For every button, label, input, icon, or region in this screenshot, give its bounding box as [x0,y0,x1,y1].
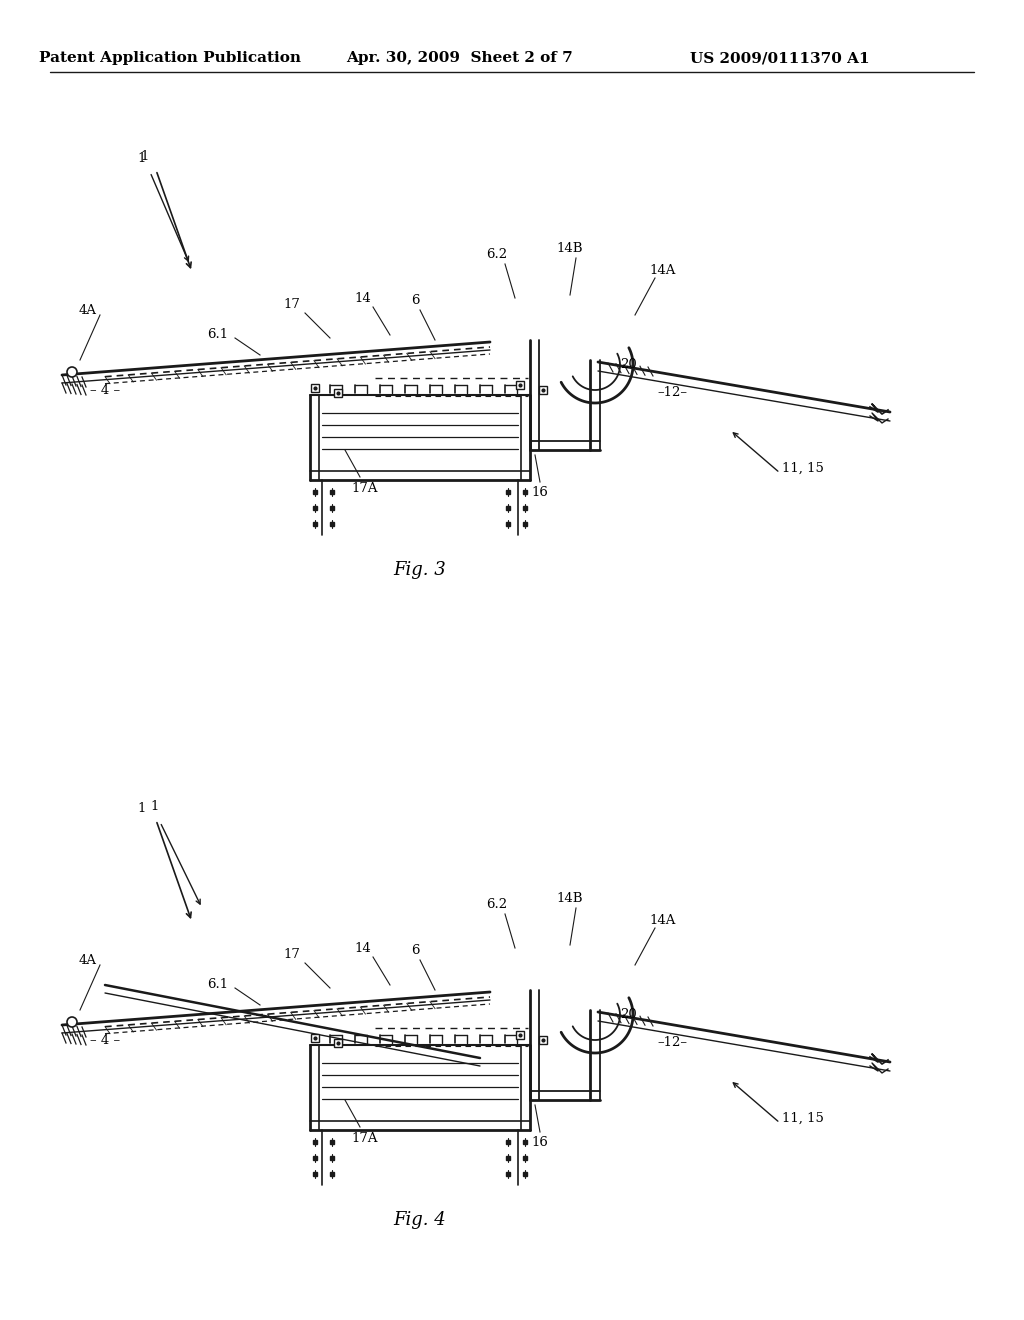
Text: 17: 17 [284,949,300,961]
Text: 17A: 17A [352,482,378,495]
Text: 6: 6 [411,944,419,957]
Text: 6.2: 6.2 [486,248,508,261]
Text: 6.1: 6.1 [208,978,228,991]
Text: 14A: 14A [650,264,676,276]
Bar [539,1036,547,1044]
Text: 14B: 14B [557,891,584,904]
Text: Apr. 30, 2009  Sheet 2 of 7: Apr. 30, 2009 Sheet 2 of 7 [347,51,573,65]
Text: – 4 –: – 4 – [90,384,120,396]
Text: –12–: –12– [657,387,687,400]
Circle shape [67,1016,77,1027]
Text: 20: 20 [620,1008,637,1022]
Text: 14: 14 [354,941,372,954]
Text: 14: 14 [354,292,372,305]
Text: Patent Application Publication: Patent Application Publication [39,51,301,65]
Text: 11, 15: 11, 15 [782,1111,824,1125]
Text: – 4 –: – 4 – [90,1034,120,1047]
Text: US 2009/0111370 A1: US 2009/0111370 A1 [690,51,869,65]
Text: Fig. 3: Fig. 3 [393,561,446,579]
Text: 1: 1 [138,152,146,165]
Text: Fig. 4: Fig. 4 [393,1210,446,1229]
Text: –12–: –12– [657,1036,687,1049]
Text: 6.2: 6.2 [486,899,508,912]
Text: 4A: 4A [79,953,97,966]
Text: 16: 16 [531,487,549,499]
Bar [334,389,342,397]
Text: 6.1: 6.1 [208,329,228,342]
Text: 17: 17 [284,298,300,312]
Bar [311,1034,319,1041]
Text: 1: 1 [141,150,150,164]
Text: 4A: 4A [79,304,97,317]
Bar [334,1039,342,1047]
Bar [516,1031,524,1039]
Text: 14B: 14B [557,242,584,255]
Circle shape [67,367,77,378]
Text: 20: 20 [620,359,637,371]
Text: 1: 1 [151,800,159,813]
Text: 16: 16 [531,1137,549,1150]
Bar [539,385,547,393]
Bar [516,381,524,389]
Bar [311,384,319,392]
Text: 14A: 14A [650,913,676,927]
Text: 6: 6 [411,293,419,306]
Text: 11, 15: 11, 15 [782,462,824,474]
Text: 1: 1 [138,801,146,814]
Text: 17A: 17A [352,1131,378,1144]
